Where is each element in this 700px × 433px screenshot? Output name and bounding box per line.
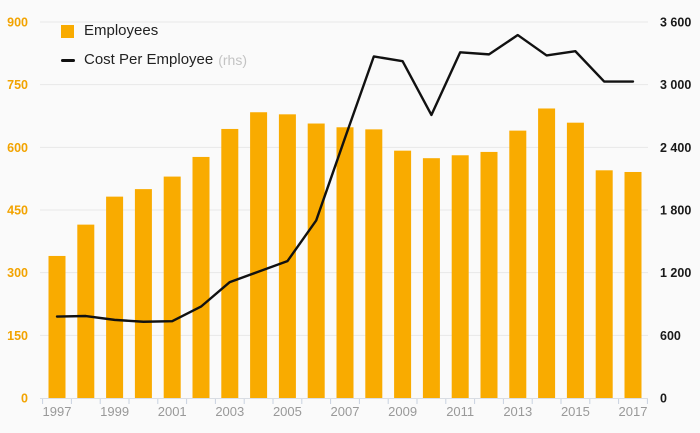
employees-bar-2001[interactable] — [163, 176, 181, 398]
cost-line-swatch-icon — [61, 58, 75, 62]
right-axis-label-2400: 2 400 — [660, 141, 691, 155]
employees-bar-1997[interactable] — [48, 255, 66, 398]
x-axis-label-2013: 2013 — [503, 404, 532, 419]
left-axis-label-750: 750 — [7, 78, 28, 92]
legend-employees-label: Employees — [84, 22, 159, 39]
employees-bar-2008[interactable] — [365, 129, 383, 398]
x-axis-label-2011: 2011 — [446, 404, 474, 419]
right-axis-label-600: 600 — [660, 329, 681, 343]
employees-bar-2009[interactable] — [394, 150, 412, 398]
left-axis-label-0: 0 — [21, 392, 28, 406]
employees-bar-2005[interactable] — [278, 114, 296, 398]
left-axis-label-900: 900 — [7, 16, 28, 30]
right-axis-label-3600: 3 600 — [660, 16, 691, 30]
x-axis-label-2001: 2001 — [158, 404, 187, 419]
employees-bar-2000[interactable] — [134, 189, 152, 398]
employees-bar-2013[interactable] — [509, 130, 527, 398]
employees-bar-2004[interactable] — [250, 112, 268, 399]
left-axis-label-450: 450 — [7, 204, 28, 218]
employees-bar-2006[interactable] — [307, 123, 325, 399]
legend: Employees Cost Per Employee (rhs) — [61, 21, 247, 79]
employees-bar-1999[interactable] — [106, 196, 124, 398]
x-axis-label-2005: 2005 — [273, 404, 302, 419]
legend-item-employees[interactable]: Employees — [61, 21, 247, 41]
legend-item-cost-per-employee[interactable]: Cost Per Employee (rhs) — [61, 50, 247, 70]
employees-bar-2007[interactable] — [336, 127, 354, 398]
employees-bar-2002[interactable] — [192, 156, 210, 398]
x-axis-label-2007: 2007 — [331, 404, 360, 419]
x-axis-label-2017: 2017 — [619, 404, 648, 419]
employees-bar-2017[interactable] — [624, 171, 642, 398]
x-axis-label-2009: 2009 — [388, 404, 417, 419]
cost-per-employee-line[interactable] — [55, 33, 635, 323]
x-axis-label-2003: 2003 — [215, 404, 244, 419]
employees-bar-2015[interactable] — [566, 122, 584, 398]
x-axis-label-1999: 1999 — [100, 404, 129, 419]
employees-bar-2012[interactable] — [480, 151, 498, 398]
legend-cost-label: Cost Per Employee — [84, 51, 214, 68]
employees-bar-2016[interactable] — [595, 170, 613, 398]
employees-swatch-icon — [61, 24, 74, 38]
legend-cost-rhs-suffix: (rhs) — [218, 52, 248, 68]
employees-bar-2003[interactable] — [221, 128, 239, 398]
left-axis-label-600: 600 — [7, 141, 28, 155]
right-axis-label-3000: 3 000 — [660, 78, 691, 92]
employees-bar-2014[interactable] — [538, 108, 556, 398]
x-axis-label-2015: 2015 — [561, 404, 590, 419]
right-axis-label-1200: 1 200 — [660, 266, 691, 280]
left-axis-label-300: 300 — [7, 266, 28, 280]
employees-bar-2010[interactable] — [422, 158, 440, 398]
x-axis-label-1997: 1997 — [43, 404, 72, 419]
left-axis-label-150: 150 — [7, 329, 28, 343]
employees-bar-1998[interactable] — [77, 224, 95, 398]
employees-bar-2011[interactable] — [451, 155, 469, 398]
right-axis-label-0: 0 — [660, 392, 667, 406]
right-axis-label-1800: 1 800 — [660, 204, 691, 218]
